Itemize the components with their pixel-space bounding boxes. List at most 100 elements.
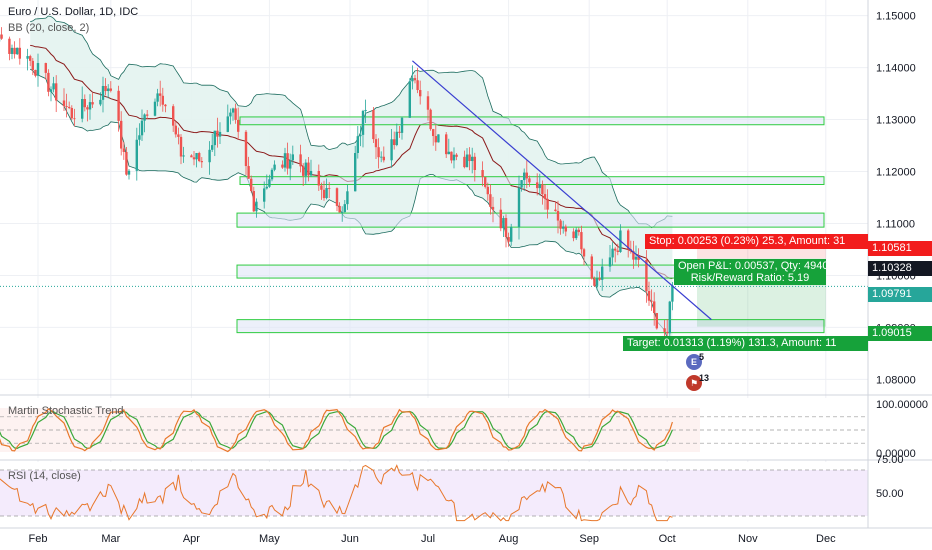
candle-body [434,136,437,143]
candle-body [666,331,669,334]
candle-body [273,164,276,170]
candle-body [73,118,76,120]
candle-body [395,131,398,146]
candle-body [520,180,523,188]
candle-body [143,114,146,121]
time-tick-label: Nov [738,533,758,545]
candle-body [122,148,125,152]
earnings-event-icon[interactable]: E [686,354,702,370]
candle-body [268,179,271,187]
candle-body [159,93,162,96]
candle-body [320,185,323,190]
candle-body [634,256,638,260]
price-zone [239,176,825,186]
pnl-box[interactable]: Open P&L: 0.00537, Qty: 49407 Risk/Rewar… [674,259,826,285]
candle-body [489,194,492,207]
candle-body [29,56,32,61]
candle-body [135,139,138,171]
stochastic-pane [0,398,868,460]
candle-body [16,47,19,55]
candle-body [237,119,240,132]
candle-body [468,154,471,162]
candle-body [645,259,648,292]
candle-body [653,301,656,314]
candle-body [65,106,68,107]
candle-body [364,109,367,111]
rsi-legend[interactable]: RSI (14, close) [8,470,81,482]
flag-event-icon[interactable]: ⚑ [686,375,702,391]
candle-body [481,170,484,178]
candle-body [598,278,601,280]
candle-body [44,63,47,73]
symbol-title[interactable]: Euro / U.S. Dollar, 1D, IDC [8,6,139,18]
candle-body [419,90,422,97]
candle-body [575,229,578,239]
candle-body [70,107,73,119]
candle-body [525,172,528,179]
time-tick-label: Jun [341,533,359,545]
price-tick-label: 1.13000 [876,115,916,127]
candle-body [36,63,40,76]
target-box[interactable]: Target: 0.01313 (1.19%) 131.3, Amount: 1… [623,336,868,351]
candle-body [445,134,448,155]
candle-body [546,198,549,210]
price-tick-label: 1.11000 [876,218,915,230]
candle-body [507,237,510,242]
stoch-tick-label: 0.00000 [876,448,916,460]
candle-body [81,99,84,119]
candle-body [572,231,575,239]
candle-body [608,257,612,267]
candle-body [671,285,674,302]
candle-body [231,108,235,113]
event-count-2: 13 [699,373,710,383]
candle-body [504,218,508,238]
candle-body [390,139,393,161]
candle-body [125,151,128,175]
candle-body [338,205,341,213]
candle-body [647,291,651,301]
candle-body [304,162,307,176]
price-zone [236,319,825,334]
candle-body [174,125,177,135]
candle-body [109,88,112,91]
candle-body [289,160,292,169]
candle-body [374,139,378,148]
candle-body [356,136,359,154]
stoch-fast-line [0,408,673,453]
candle-body [325,188,328,199]
candle-body [663,328,666,332]
candle-body [398,131,401,133]
candle-body [499,209,502,229]
candle-body [517,187,521,228]
stop-box[interactable]: Stop: 0.00253 (0.23%) 25.3, Amount: 31 [645,234,868,249]
candle-body [317,170,320,186]
candle-body [265,186,268,189]
candle-body [101,85,105,100]
candle-body [463,156,466,168]
bb-legend[interactable]: BB (20, close, 2) [8,22,90,34]
candle-body [650,300,653,302]
candle-body [177,134,180,137]
candle-body [471,156,474,162]
candle-body [299,154,302,167]
candle-body [380,156,383,158]
candle-body [354,153,357,192]
candle-body [400,117,404,133]
candle-body [0,34,3,39]
candle-body [637,256,640,260]
trendline-segment [412,60,712,321]
candle-body [229,112,232,117]
candle-body [341,212,344,213]
candle-body [627,230,630,250]
stoch-slow-line [0,410,673,450]
stoch-legend[interactable]: Martin Stochastic Trend [8,405,124,417]
candle-body [538,184,541,189]
candle-body [179,136,183,157]
candle-body [47,72,50,92]
candle-body [328,188,331,189]
candle-body [382,156,385,161]
candle-body [577,229,580,233]
candle-body [616,250,619,252]
candle-body [283,153,287,168]
candle-body [200,161,203,163]
